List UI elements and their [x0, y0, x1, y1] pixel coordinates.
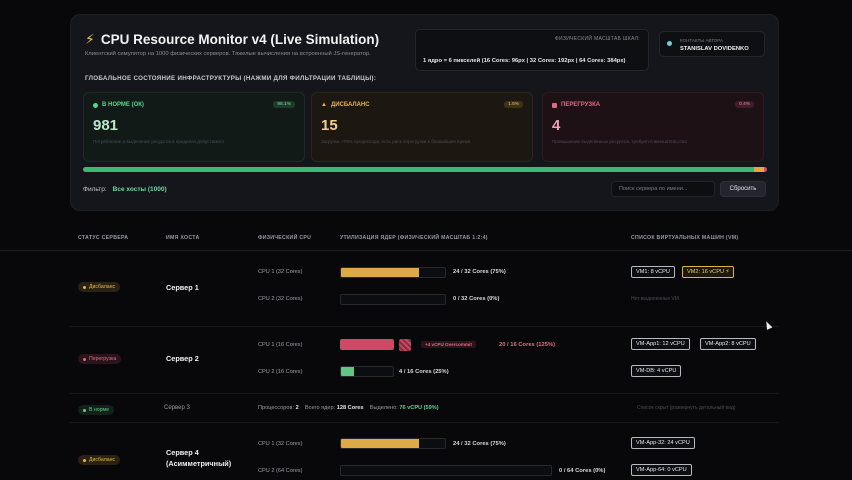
core-usage-fill	[341, 367, 354, 376]
core-usage-bar	[340, 465, 552, 476]
host-name[interactable]: Сервер 4 (Асимметричный)	[166, 448, 232, 468]
column-header-vms: СПИСОК ВИРТУАЛЬНЫХ МАШИН (VM)	[631, 235, 739, 241]
column-header-host: ИМЯ ХОСТА	[166, 235, 200, 241]
card-description: Загрузка >75% процессора, есть риск пере…	[321, 139, 471, 144]
table-row	[70, 328, 779, 394]
vm-chip[interactable]: VM2: 16 vCPU ⚡	[682, 266, 735, 278]
scale-label: ФИЗИЧЕСКИЙ МАСШТАБ ШКАЛ:	[554, 36, 640, 42]
card-description: Потребление и выделение ресурсов в преде…	[93, 139, 225, 144]
stop-icon	[552, 102, 557, 108]
cpu-label: CPU 1 (32 Cores)	[258, 269, 303, 275]
overcommit-tag: +4 vCPU Overcommit	[421, 341, 476, 348]
status-card-warn[interactable]: ▲ ДИСБАЛАНС 1.5% 15 Загрузка >75% процесс…	[311, 92, 533, 162]
page-title: CPU Resource Monitor v4 (Live Simulation…	[100, 32, 380, 47]
card-percent: 0.4%	[735, 101, 754, 108]
table-row	[70, 395, 779, 423]
cpu-label: CPU 2 (32 Cores)	[258, 296, 303, 302]
status-card-ok[interactable]: В НОРМЕ (ОК) 98.1% 981 Потребление и выд…	[83, 92, 305, 162]
card-count: 15	[321, 117, 338, 134]
card-label: ПЕРЕГРУЗКА	[561, 102, 601, 108]
core-usage-bar	[340, 366, 394, 377]
card-percent: 98.1%	[273, 101, 295, 108]
status-badge: Перегрузка	[78, 354, 122, 364]
filter-row: Фильтр: Все хосты (1000)	[83, 186, 167, 193]
scale-info: ФИЗИЧЕСКИЙ МАСШТАБ ШКАЛ: 1 ядро = 6 пикс…	[415, 29, 649, 71]
search-input[interactable]	[611, 181, 715, 197]
card-label: В НОРМЕ (ОК)	[102, 102, 144, 108]
core-usage-text: 24 / 32 Cores (75%)	[453, 269, 506, 275]
warning-triangle-icon: ▲	[321, 102, 327, 108]
vm-chip[interactable]: VM1: 8 vCPU	[631, 266, 675, 278]
core-usage-bar	[340, 267, 446, 278]
overcommit-hatch	[399, 339, 411, 351]
core-usage-text: 0 / 64 Cores (0%)	[559, 468, 606, 474]
progress-segment-overload	[764, 167, 767, 172]
card-count: 981	[93, 117, 119, 134]
card-description: Превышение выделенных ресурсов, требуетс…	[552, 139, 688, 144]
title-row: ⚡ CPU Resource Monitor v4 (Live Simulati…	[85, 31, 379, 48]
infrastructure-progress-bar	[83, 167, 767, 172]
lightning-icon: ⚡	[85, 31, 95, 47]
table-header: СТАТУС СЕРВЕРА ИМЯ ХОСТА ФИЗИЧЕСКИЙ CPU …	[0, 225, 852, 251]
column-header-status: СТАТУС СЕРВЕРА	[78, 235, 129, 241]
core-usage-text: 24 / 32 Cores (75%)	[453, 441, 506, 447]
table-row	[70, 252, 779, 327]
host-summary: Процессоров: 2 Всего ядер: 128 Cores Выд…	[258, 405, 439, 411]
column-header-utilization: УТИЛИЗАЦИЯ ЯДЕР (ФИЗИЧЕСКИЙ МАСШТАБ 1:2:…	[340, 235, 488, 241]
status-badge: В норме	[78, 405, 114, 415]
core-usage-text: 0 / 32 Cores (0%)	[453, 296, 500, 302]
dot-icon	[93, 102, 98, 108]
core-usage-text: 20 / 16 Cores (125%)	[499, 342, 556, 348]
cpu-label: CPU 1 (16 Cores)	[258, 342, 303, 348]
vm-chip[interactable]: VM-App-64: 0 vCPU	[631, 464, 692, 476]
filter-label: Фильтр:	[83, 186, 107, 193]
cpu-label: CPU 2 (64 Cores)	[258, 468, 303, 474]
core-usage-text: 4 / 16 Cores (25%)	[399, 369, 449, 375]
vm-collapsed-note[interactable]: Список скрыт (развернуть детальный вид)	[637, 405, 736, 411]
core-usage-bar	[340, 294, 446, 305]
author-name: STANISLAV DOVIDENKO	[680, 46, 749, 52]
vm-chip[interactable]: VM-DB: 4 vCPU	[631, 365, 682, 377]
cpu-label: CPU 2 (16 Cores)	[258, 369, 303, 375]
status-badge: Дисбаланс	[78, 282, 121, 292]
host-name[interactable]: Сервер 2	[166, 354, 199, 363]
status-card-overload[interactable]: ПЕРЕГРУЗКА 0.4% 4 Превышение выделенных …	[542, 92, 764, 162]
progress-segment-ok	[83, 167, 754, 172]
overview-panel: ⚡ CPU Resource Monitor v4 (Live Simulati…	[70, 14, 779, 211]
card-label: ДИСБАЛАНС	[330, 102, 370, 108]
vm-chip[interactable]: VM-App2: 8 vCPU	[700, 338, 756, 350]
core-usage-fill	[341, 340, 393, 349]
host-name[interactable]: Сервер 1	[166, 283, 199, 292]
core-usage-fill	[341, 268, 419, 277]
core-usage-fill	[341, 439, 419, 448]
cpu-label: CPU 1 (32 Cores)	[258, 441, 303, 447]
card-percent: 1.5%	[504, 101, 523, 108]
status-badge: Дисбаланс	[78, 455, 121, 465]
card-count: 4	[552, 117, 561, 134]
host-name[interactable]: Сервер 3	[164, 405, 190, 411]
vm-chip[interactable]: VM-App1: 12 vCPU	[631, 338, 690, 350]
status-dot-icon	[667, 41, 672, 46]
column-header-cpu: ФИЗИЧЕСКИЙ CPU	[258, 235, 312, 241]
filter-value: Все хосты (1000)	[112, 186, 167, 193]
core-usage-bar	[340, 438, 446, 449]
reset-button[interactable]: Сбросить	[720, 181, 766, 197]
progress-segment-warn	[754, 167, 765, 172]
page-subtitle: Клиентский симулятор на 1000 физических …	[85, 51, 371, 57]
author-label: КОНТАКТЫ АВТОРА	[680, 38, 723, 43]
author-contact[interactable]: КОНТАКТЫ АВТОРА STANISLAV DOVIDENKO	[659, 31, 765, 57]
section-title: ГЛОБАЛЬНОЕ СОСТОЯНИЕ ИНФРАСТРУКТУРЫ (НАЖ…	[85, 75, 377, 82]
core-usage-bar	[340, 339, 394, 350]
vm-chip[interactable]: VM-App-32: 24 vCPU	[631, 437, 695, 449]
vm-empty-note: Нет выделенных VM	[631, 296, 679, 302]
scale-value: 1 ядро = 6 пикселей (16 Cores: 96px | 32…	[423, 58, 626, 64]
